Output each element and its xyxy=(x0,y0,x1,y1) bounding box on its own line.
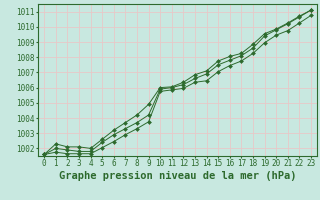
X-axis label: Graphe pression niveau de la mer (hPa): Graphe pression niveau de la mer (hPa) xyxy=(59,171,296,181)
